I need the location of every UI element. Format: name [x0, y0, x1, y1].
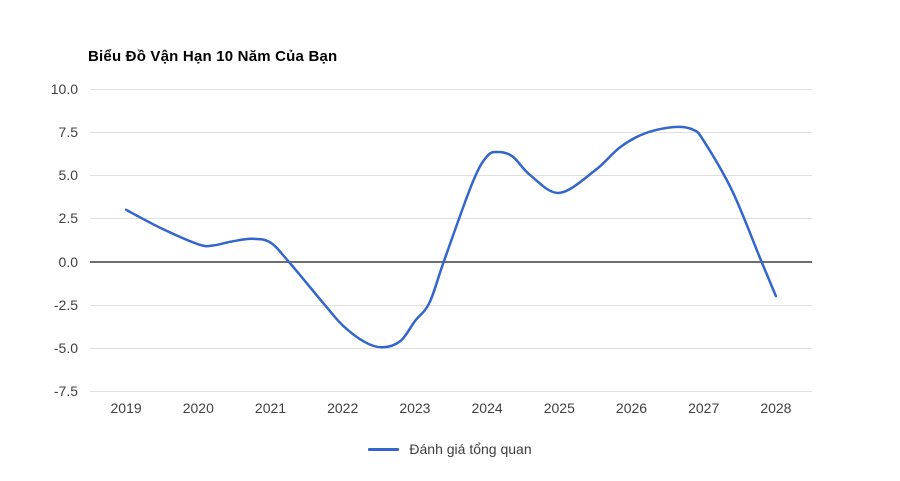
y-tick-label: -5.0 [53, 339, 78, 356]
x-tick-label: 2028 [760, 400, 792, 416]
y-tick-label: -7.5 [53, 383, 78, 399]
legend[interactable]: Đánh giá tổng quan [0, 441, 900, 457]
y-tick-label: 0.0 [58, 253, 78, 270]
gridline [90, 175, 812, 177]
chart-title: Biểu Đồ Vận Hạn 10 Năm Của Bạn [88, 48, 338, 65]
y-tick-label: 10.0 [50, 81, 78, 97]
x-tick-label: 2021 [254, 400, 287, 416]
x-tick-label: 2026 [615, 400, 648, 416]
x-tick-label: 2022 [327, 400, 359, 416]
x-tick-label: 2023 [399, 400, 431, 416]
x-tick-label: 2027 [688, 400, 720, 416]
gridline [90, 391, 812, 392]
x-tick-label: 2025 [543, 400, 575, 416]
gridline [90, 132, 812, 134]
gridline [90, 218, 812, 220]
x-tick-label: 2019 [110, 400, 142, 416]
x-tick-label: 2024 [471, 400, 503, 416]
gridline [90, 347, 812, 349]
y-tick-label: 5.0 [58, 167, 78, 184]
legend-label: Đánh giá tổng quan [409, 441, 532, 457]
y-tick-label: 2.5 [58, 210, 78, 227]
legend-line-marker [368, 447, 400, 451]
y-tick-label: -2.5 [53, 296, 78, 313]
gridline [90, 304, 812, 306]
x-tick-label: 2020 [182, 400, 214, 416]
y-tick-label: 7.5 [58, 124, 78, 141]
gridline [90, 89, 812, 90]
zero-gridline [90, 260, 812, 263]
